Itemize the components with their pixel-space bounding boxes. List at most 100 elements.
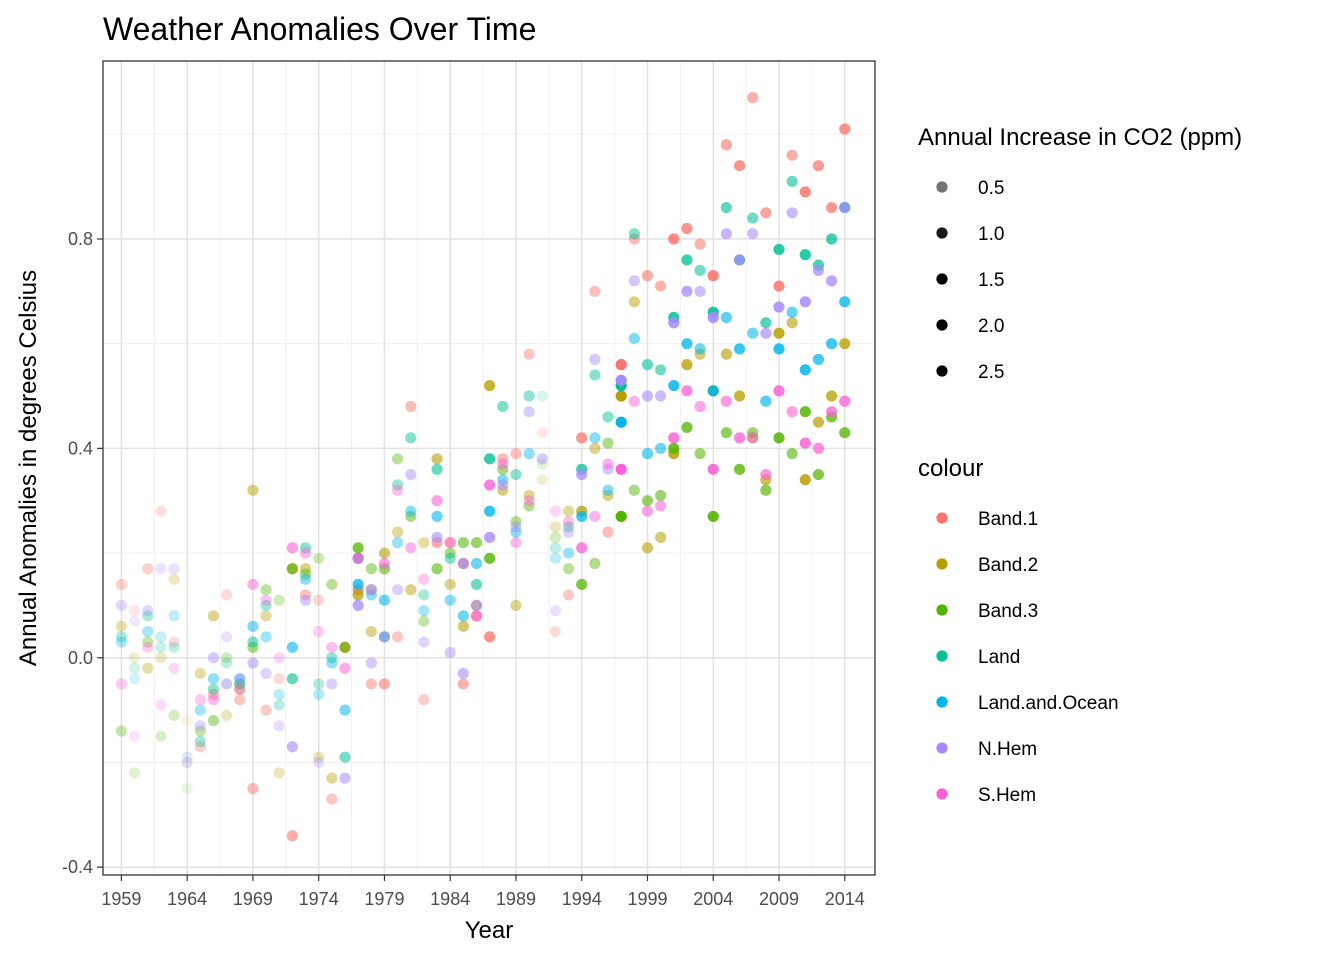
data-point-band-3 <box>181 783 193 795</box>
data-point-band-1 <box>681 222 693 235</box>
chart-title: Weather Anomalies Over Time <box>103 11 536 47</box>
data-point-n-hem <box>641 390 654 402</box>
data-point-band-1 <box>115 578 128 591</box>
data-point-band-1 <box>142 563 154 575</box>
data-point-s-hem <box>247 578 259 591</box>
data-point-band-1 <box>207 688 220 701</box>
data-point-land <box>549 542 562 554</box>
data-point-band-3 <box>221 652 233 664</box>
data-point-band-3 <box>207 714 220 727</box>
data-point-s-hem <box>786 406 798 418</box>
data-point-land-and-ocean <box>115 636 128 648</box>
data-point-n-hem <box>707 311 719 324</box>
data-point-s-hem <box>260 594 272 606</box>
data-point-land <box>299 542 312 554</box>
data-point-band-1 <box>510 448 522 460</box>
data-point-n-hem <box>825 275 838 287</box>
data-point-band-1 <box>221 589 233 601</box>
data-point-land-and-ocean <box>155 631 167 643</box>
data-point-band-2 <box>260 610 272 622</box>
data-point-band-3 <box>536 458 548 470</box>
data-point-band-1 <box>668 233 680 245</box>
data-point-s-hem <box>326 641 338 653</box>
data-point-land <box>234 678 246 690</box>
data-point-s-hem <box>839 395 851 407</box>
data-point-n-hem <box>523 406 535 418</box>
data-point-land-and-ocean <box>457 610 469 622</box>
data-point-band-2 <box>720 348 732 360</box>
data-point-band-2 <box>194 667 206 680</box>
size-legend-key <box>936 227 948 239</box>
data-point-band-3 <box>799 406 811 418</box>
data-point-band-3 <box>339 641 351 653</box>
data-point-n-hem <box>352 599 364 612</box>
size-legend-label: 1.5 <box>978 270 1004 291</box>
data-point-band-2 <box>299 563 312 575</box>
data-point-s-hem <box>352 552 364 564</box>
data-point-n-hem <box>812 264 825 276</box>
data-point-band-2 <box>589 442 601 454</box>
data-point-n-hem <box>260 667 272 680</box>
data-point-band-1 <box>799 186 811 198</box>
plot-panel <box>103 61 875 875</box>
data-point-band-1 <box>589 285 601 297</box>
data-point-land-and-ocean <box>405 505 417 517</box>
data-point-s-hem <box>221 678 233 690</box>
data-point-land <box>760 317 772 329</box>
data-point-n-hem <box>760 327 772 339</box>
data-point-band-2 <box>221 709 233 721</box>
data-point-land-and-ocean <box>799 364 811 376</box>
data-point-land <box>628 228 640 240</box>
data-point-band-1 <box>786 149 798 161</box>
data-point-s-hem <box>497 458 509 470</box>
x-tick-label: 2009 <box>759 889 799 909</box>
data-point-land-and-ocean <box>733 343 746 355</box>
data-point-band-2 <box>155 652 167 664</box>
data-point-band-1 <box>562 589 575 601</box>
data-point-band-2 <box>523 489 535 502</box>
colour-legend-key <box>936 604 948 616</box>
data-point-land-and-ocean <box>128 673 141 685</box>
data-point-land <box>221 657 233 669</box>
data-point-land <box>470 578 483 591</box>
data-point-land-and-ocean <box>391 536 404 549</box>
data-point-s-hem <box>128 730 141 742</box>
data-point-s-hem <box>536 453 548 465</box>
data-point-s-hem <box>641 505 654 517</box>
x-tick-label: 1969 <box>233 889 273 909</box>
colour-legend-title: colour <box>918 455 983 482</box>
data-point-s-hem <box>615 463 627 475</box>
size-legend-label: 2.5 <box>978 362 1004 383</box>
data-point-band-3 <box>484 552 496 564</box>
colour-legend-label: S.Hem <box>978 785 1036 806</box>
x-tick-label: 2014 <box>825 889 865 909</box>
data-point-land <box>484 453 496 465</box>
data-point-s-hem <box>431 495 443 507</box>
data-point-band-1 <box>260 704 272 716</box>
size-legend-key <box>936 273 948 285</box>
data-point-land-and-ocean <box>760 395 772 407</box>
data-point-land <box>365 584 377 596</box>
data-point-land <box>194 735 206 748</box>
data-point-s-hem <box>484 479 496 491</box>
data-point-s-hem <box>378 557 391 570</box>
data-point-band-3 <box>168 709 180 721</box>
data-point-s-hem <box>562 516 575 528</box>
data-point-n-hem <box>378 631 391 643</box>
data-point-s-hem <box>576 542 588 554</box>
data-point-n-hem <box>655 390 667 402</box>
data-point-band-3 <box>365 563 377 575</box>
data-point-land-and-ocean <box>313 688 325 701</box>
data-point-s-hem <box>733 432 746 444</box>
data-point-n-hem <box>115 599 128 612</box>
data-point-s-hem <box>681 385 693 397</box>
x-axis-label: Year <box>465 917 514 944</box>
data-point-n-hem <box>799 296 811 308</box>
data-point-land-and-ocean <box>484 505 496 517</box>
data-point-band-3 <box>589 557 601 570</box>
data-point-band-3 <box>655 489 667 502</box>
colour-legend-key <box>936 742 948 754</box>
size-legend: Annual Increase in CO2 (ppm) 0.5 1.0 1.5 2.… <box>918 124 1242 383</box>
data-point-s-hem <box>523 495 535 507</box>
y-axis-label: Annual Anomalies in degrees Celsius <box>15 270 42 666</box>
